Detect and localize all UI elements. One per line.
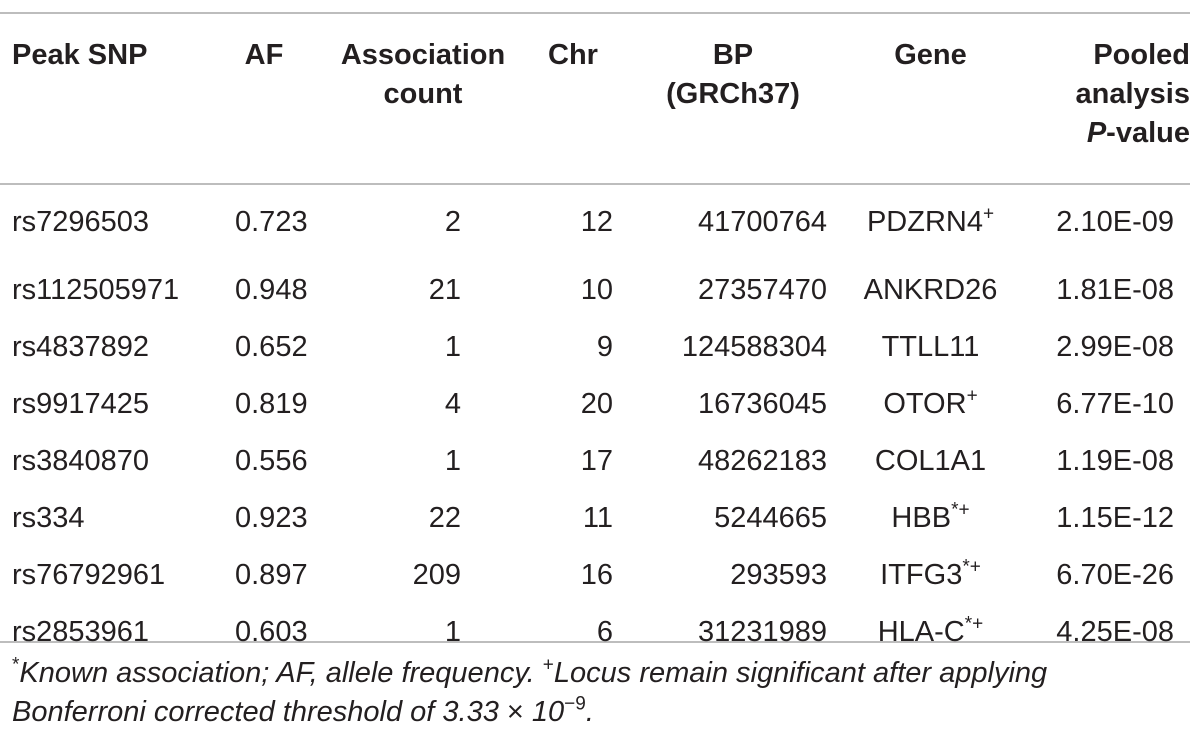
cell-chr: 9 [596, 331, 613, 363]
cell-chr: 20 [580, 388, 613, 420]
cell-af: 0.603 [235, 616, 308, 648]
cell-peak-snp: rs4837892 [12, 331, 150, 363]
cell-association-count: 21 [428, 274, 461, 306]
cell-chr: 16 [580, 559, 613, 591]
table-row: rs76792961 0.897 209 16 293593 ITFG3*+ 6.70E-2… [0, 547, 1190, 604]
cell-gene: HLA-C*+ [877, 613, 984, 648]
cell-chr: 17 [580, 445, 613, 477]
cell-p-value: 6.70E-26 [1056, 559, 1174, 591]
cell-peak-snp: rs9917425 [12, 388, 150, 420]
cell-p-value: 1.15E-12 [1056, 502, 1174, 534]
gene-footnote-mark: *+ [964, 613, 984, 635]
header-chr: Chr [548, 39, 598, 71]
header-gene: Gene [894, 39, 967, 71]
gene-footnote-mark: + [966, 385, 978, 407]
cell-gene: PDZRN4+ [866, 203, 995, 238]
table-row: rs7296503 0.723 2 12 41700764 PDZRN4+ 2.10E-09 [0, 161, 1190, 262]
top-rule [0, 12, 1190, 14]
cell-gene: COL1A1 [874, 445, 987, 477]
cell-peak-snp: rs2853961 [12, 616, 150, 648]
header-af: AF [244, 39, 284, 71]
header-rule [0, 183, 1190, 185]
cell-association-count: 209 [412, 559, 461, 591]
header-peak-snp: Peak SNP [12, 39, 148, 71]
cell-gene: ITFG3*+ [880, 556, 981, 591]
cell-peak-snp: rs334 [12, 502, 85, 534]
cell-peak-snp: rs7296503 [12, 206, 150, 238]
table-row: rs334 0.923 22 11 5244665 HBB*+ 1.15E-12 [0, 490, 1190, 547]
cell-gene: OTOR+ [883, 385, 978, 420]
cell-af: 0.948 [235, 274, 308, 306]
cell-bp: 5244665 [714, 502, 827, 534]
cell-gene: TTLL11 [881, 331, 980, 363]
cell-af: 0.819 [235, 388, 308, 420]
gene-footnote-mark: + [982, 203, 995, 225]
cell-bp: 31231989 [697, 616, 827, 648]
cell-gene: ANKRD26 [863, 274, 998, 306]
cell-af: 0.652 [235, 331, 308, 363]
cell-chr: 11 [582, 502, 613, 534]
header-association-count: Association count [340, 39, 506, 110]
table-row: rs9917425 0.819 4 20 16736045 OTOR+ 6.77E-10 [0, 376, 1190, 433]
cell-p-value: 2.99E-08 [1056, 331, 1174, 363]
cell-association-count: 22 [428, 502, 461, 534]
cell-bp: 48262183 [697, 445, 827, 477]
cell-peak-snp: rs3840870 [12, 445, 150, 477]
table-body: rs7296503 0.723 2 12 41700764 PDZRN4+ 2.10E-09… [0, 161, 1190, 661]
cell-association-count: 1 [444, 445, 461, 477]
table-row: rs112505971 0.948 21 10 27357470 ANKRD26 1.81E… [0, 262, 1190, 319]
cell-gene: HBB*+ [891, 499, 970, 534]
cell-association-count: 4 [444, 388, 461, 420]
cell-peak-snp: rs112505971 [12, 274, 180, 306]
cell-chr: 10 [580, 274, 613, 306]
cell-association-count: 1 [444, 616, 461, 648]
table-row: rs2853961 0.603 1 6 31231989 HLA-C*+ 4.25E-08 [0, 604, 1190, 661]
table-row: rs4837892 0.652 1 9 124588304 TTLL11 2.99E-08 [0, 319, 1190, 376]
gene-footnote-mark: *+ [962, 556, 981, 578]
cell-bp: 41700764 [697, 206, 827, 238]
cell-p-value: 2.10E-09 [1056, 206, 1174, 238]
cell-chr: 6 [596, 616, 613, 648]
cell-bp: 27357470 [697, 274, 827, 306]
cell-association-count: 2 [444, 206, 461, 238]
snp-table: Peak SNP AF Association count Chr BP (GRCh… [0, 14, 1190, 661]
cell-p-value: 6.77E-10 [1056, 388, 1174, 420]
gene-footnote-mark: *+ [951, 499, 970, 521]
cell-af: 0.923 [235, 502, 308, 534]
cell-peak-snp: rs76792961 [12, 559, 166, 591]
cell-af: 0.897 [235, 559, 308, 591]
cell-p-value: 4.25E-08 [1056, 616, 1174, 648]
cell-bp: 16736045 [697, 388, 827, 420]
header-row: Peak SNP AF Association count Chr BP (GRCh… [0, 14, 1190, 161]
cell-af: 0.556 [235, 445, 308, 477]
cell-bp: 124588304 [681, 331, 827, 363]
cell-p-value: 1.81E-08 [1056, 274, 1174, 306]
cell-af: 0.723 [235, 206, 308, 238]
header-pooled-p-value: Pooled analysis P-value [1075, 39, 1190, 149]
table-row: rs3840870 0.556 1 17 48262183 COL1A1 1.19E-08 [0, 433, 1190, 490]
cell-association-count: 1 [444, 331, 461, 363]
cell-bp: 293593 [730, 559, 827, 591]
cell-chr: 12 [580, 206, 613, 238]
cell-p-value: 1.19E-08 [1056, 445, 1174, 477]
header-bp: BP (GRCh37) [666, 39, 800, 110]
table-footnote: *Known association; AF, allele frequency… [12, 654, 1048, 728]
bottom-rule [0, 641, 1190, 643]
